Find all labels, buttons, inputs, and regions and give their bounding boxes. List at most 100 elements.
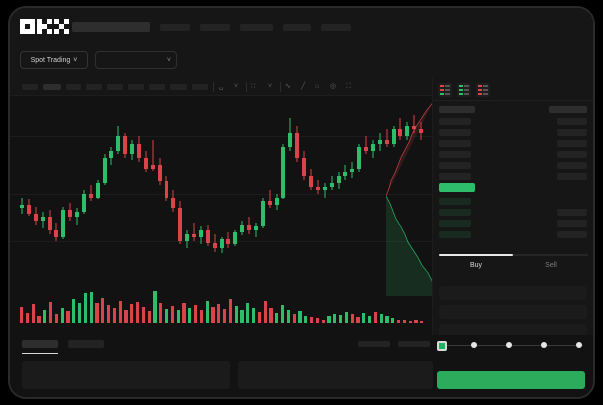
volume-bar <box>391 318 395 323</box>
order-book-row-ask-price[interactable] <box>439 173 471 180</box>
candle <box>136 104 141 284</box>
volume-bar <box>112 307 116 323</box>
market-mode-dropdown[interactable]: Spot Trading ˅ <box>20 51 88 69</box>
orderbook-mode-asks-icon[interactable] <box>476 83 490 97</box>
pencil-icon[interactable]: ╱ <box>301 83 306 90</box>
order-field-3[interactable] <box>439 324 587 338</box>
order-book-column-header-amount <box>549 106 587 113</box>
toolbar-button-2[interactable] <box>43 84 61 90</box>
candle <box>274 104 279 284</box>
orderbook-mode-both-icon[interactable] <box>438 83 452 97</box>
nav-item-4[interactable] <box>283 24 311 31</box>
bottom-tab-2[interactable] <box>68 340 104 348</box>
nav-item-5[interactable] <box>321 24 351 31</box>
chevron-down-icon[interactable]: ˅ <box>234 83 239 90</box>
alert-icon[interactable]: ⌂ <box>315 83 320 90</box>
bottom-card-1 <box>22 361 230 389</box>
submit-order-button[interactable] <box>437 371 585 389</box>
price-chart[interactable] <box>10 96 436 335</box>
candle <box>81 104 86 284</box>
tab-sell[interactable]: Sell <box>545 262 557 269</box>
order-book-row-ask-price[interactable] <box>439 162 471 169</box>
candle <box>350 104 355 284</box>
order-book-row-bid-price[interactable] <box>439 220 471 227</box>
order-book-row-ask-price[interactable] <box>439 151 471 158</box>
toolbar-button-1[interactable] <box>22 84 38 90</box>
order-book-row-bid-price[interactable] <box>439 198 471 205</box>
candle <box>171 104 176 284</box>
fullscreen-icon[interactable]: ⛶ <box>346 83 351 90</box>
candle <box>398 104 403 284</box>
volume-bar <box>66 311 70 323</box>
bottom-action-2[interactable] <box>398 341 430 347</box>
order-book-row-ask-amount[interactable] <box>557 129 587 136</box>
tab-buy[interactable]: Buy <box>469 262 483 269</box>
slider-marker-25[interactable] <box>471 342 477 348</box>
toolbar-button-5[interactable] <box>107 84 123 90</box>
order-book-row-bid-amount[interactable] <box>557 209 587 216</box>
nav-item-2[interactable] <box>200 24 230 31</box>
toolbar-button-4[interactable] <box>86 84 102 90</box>
bottom-tab-1[interactable] <box>22 340 58 348</box>
volume-bar <box>379 314 383 323</box>
chevron-down-icon: ˅ <box>73 56 78 64</box>
volume-bar <box>420 320 424 323</box>
order-book-row-ask-amount[interactable] <box>557 162 587 169</box>
order-book-row-ask-amount[interactable] <box>557 118 587 125</box>
candlestick-series <box>20 104 426 284</box>
interval-icon[interactable]: ␣ <box>219 83 224 90</box>
volume-bar <box>20 306 24 323</box>
indicator-icon[interactable]: ∷ <box>251 83 256 90</box>
candle <box>302 104 307 284</box>
toolbar-button-7[interactable] <box>149 84 165 90</box>
order-book-row-ask-amount[interactable] <box>557 173 587 180</box>
candle <box>267 104 272 284</box>
toolbar-button-8[interactable] <box>170 84 187 90</box>
slider-marker-50[interactable] <box>506 342 512 348</box>
volume-bar <box>292 314 296 323</box>
candle <box>295 104 300 284</box>
volume-bar <box>310 316 314 323</box>
toolbar-button-3[interactable] <box>66 84 81 90</box>
toolbar-button-6[interactable] <box>128 84 144 90</box>
order-book-row-ask-amount[interactable] <box>557 140 587 147</box>
search-input[interactable] <box>72 22 150 32</box>
volume-bar <box>373 311 377 323</box>
order-book-row-ask-amount[interactable] <box>557 151 587 158</box>
nav-item-1[interactable] <box>160 24 190 31</box>
chevron-down-icon-2[interactable]: ˅ <box>268 83 273 90</box>
order-book-row-ask-price[interactable] <box>439 129 471 136</box>
volume-bar <box>246 303 250 323</box>
volume-bar <box>368 315 372 323</box>
volume-bar <box>350 314 354 323</box>
line-style-icon[interactable]: ∿ <box>285 83 291 90</box>
order-book-row-bid-price[interactable] <box>439 209 471 216</box>
order-amount-slider[interactable] <box>437 341 585 351</box>
candle <box>212 104 217 284</box>
settings-icon[interactable]: ◎ <box>330 83 337 90</box>
order-book-row-bid-amount[interactable] <box>557 220 587 227</box>
candle <box>370 104 375 284</box>
order-book-row-bid-amount[interactable] <box>557 231 587 238</box>
okx-logo[interactable] <box>20 19 69 34</box>
volume-bar <box>327 316 331 323</box>
order-field-2[interactable] <box>439 305 587 319</box>
order-book-row-bid-price[interactable] <box>439 231 471 238</box>
order-book-row-ask-price[interactable] <box>439 118 471 125</box>
nav-item-3[interactable] <box>240 24 273 31</box>
pair-select[interactable]: ˅ <box>95 51 177 69</box>
toolbar-button-9[interactable] <box>192 84 208 90</box>
order-field-1[interactable] <box>439 286 587 300</box>
volume-bar <box>223 308 227 323</box>
tablet-device-frame: Spot Trading ˅ ˅ <box>8 6 595 399</box>
slider-handle[interactable] <box>437 341 447 351</box>
slider-marker-75[interactable] <box>541 342 547 348</box>
bottom-action-1[interactable] <box>358 341 390 347</box>
volume-bar <box>344 312 348 323</box>
slider-marker-100[interactable] <box>576 342 582 348</box>
order-book-row-ask-price[interactable] <box>439 140 471 147</box>
orderbook-mode-bids-icon[interactable] <box>457 83 471 97</box>
candle <box>192 104 197 284</box>
volume-bar <box>333 313 337 323</box>
volume-bar <box>60 307 64 323</box>
